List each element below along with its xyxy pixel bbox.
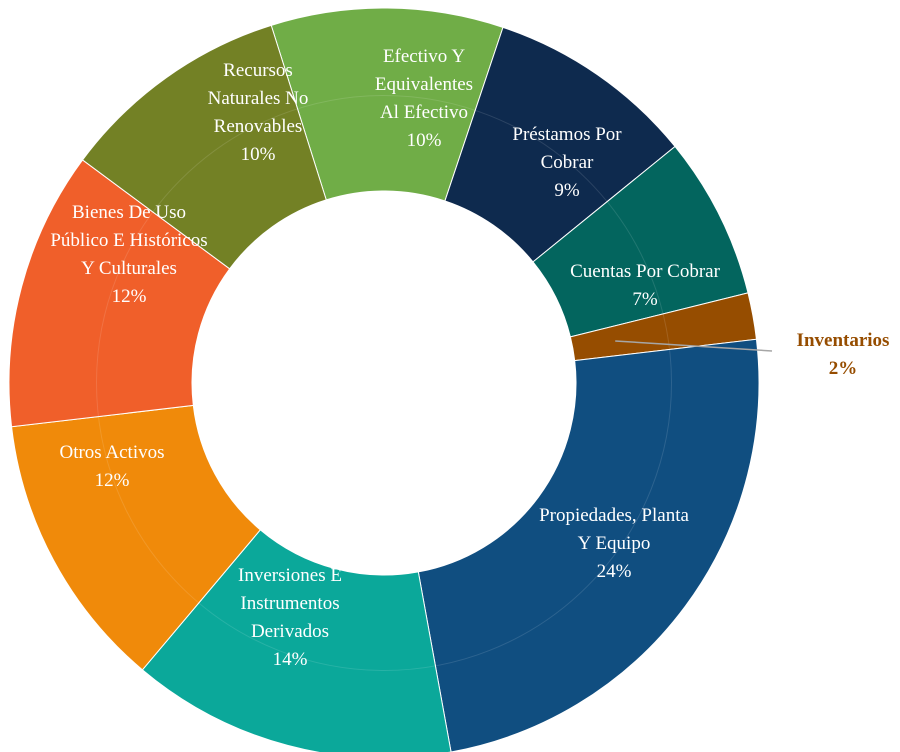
guide-ring <box>96 95 672 671</box>
donut-slices <box>8 7 760 752</box>
label-propiedades-planta-y-equipo: Propiedades, Planta Y Equipo 24% <box>539 505 689 582</box>
label-prestamos-por-cobrar: Préstamos Por Cobrar 9% <box>512 124 622 201</box>
slice-recursos-naturales-no-renovables <box>81 24 327 270</box>
label-otros-activos: Otros Activos 12% <box>59 442 164 491</box>
label-inversiones-e-instrumentos-derivados: Inversiones E Instrumentos Derivados 14% <box>238 565 342 670</box>
slice-propiedades-planta-y-equipo <box>417 338 760 752</box>
slice-otros-activos <box>11 404 262 671</box>
label-inventarios: Inventarios 2% <box>797 330 890 379</box>
label-recursos-naturales-no-renovables: Recursos Naturales No Renovables 10% <box>208 60 309 165</box>
slice-bienes-de-uso-publico-e-historicos-y-culturales <box>8 159 231 428</box>
leader-line-inventarios <box>615 340 773 352</box>
label-cuentas-por-cobrar: Cuentas Por Cobrar 7% <box>570 261 721 310</box>
donut-labels: Efectivo Y Equivalentes Al Efectivo 10% Prés… <box>50 46 889 670</box>
label-efectivo-y-equivalentes-al-efectivo: Efectivo Y Equivalentes Al Efectivo 10% <box>375 46 473 151</box>
label-bienes-de-uso-publico-e-historicos-y-culturales: Bienes De Uso Público E Históricos Y Cultu… <box>50 202 207 307</box>
slice-inversiones-e-instrumentos-derivados <box>141 529 452 752</box>
